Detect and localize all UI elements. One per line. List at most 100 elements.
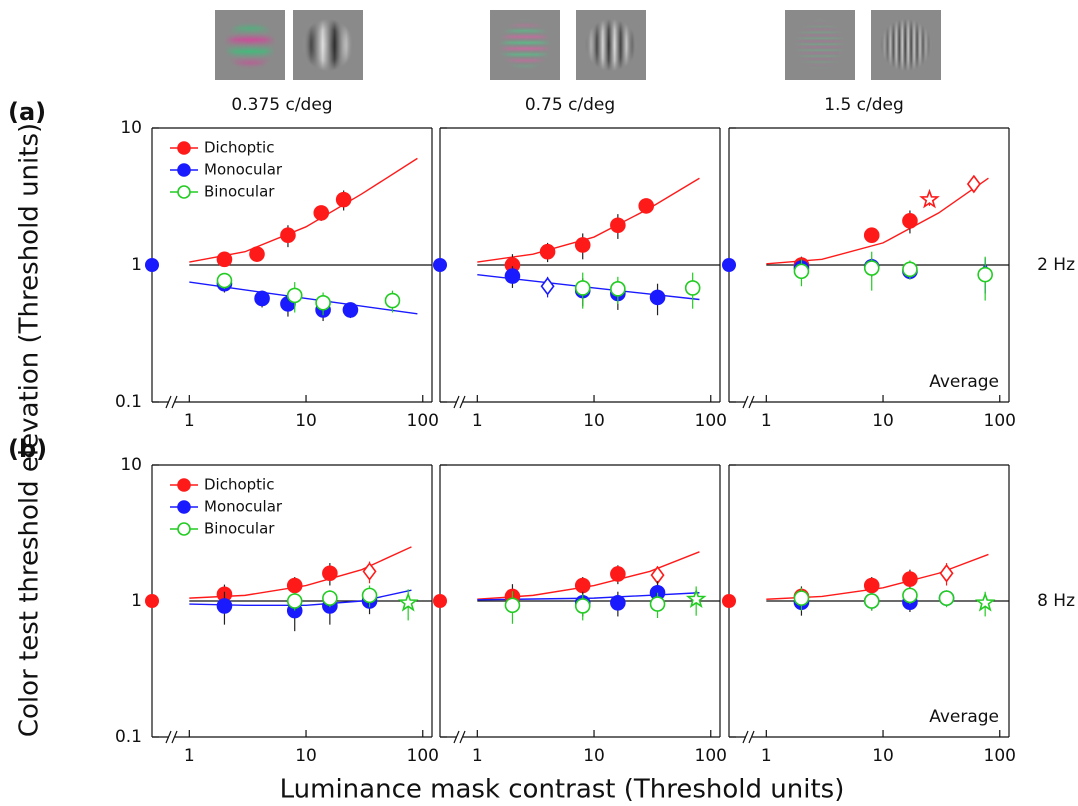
data-point bbox=[793, 590, 810, 606]
panel-note: Average bbox=[929, 372, 999, 392]
fit-curve bbox=[766, 177, 989, 265]
x-tick-label: 10 bbox=[295, 411, 317, 431]
data-point bbox=[938, 590, 955, 606]
data-point bbox=[902, 213, 918, 229]
data-point bbox=[649, 289, 666, 306]
data-point bbox=[793, 263, 810, 280]
baseline-point bbox=[433, 258, 447, 272]
data-point bbox=[540, 276, 555, 296]
data-point bbox=[638, 198, 655, 214]
data-point bbox=[610, 217, 626, 234]
x-tick-label: 10 bbox=[872, 411, 894, 431]
legend-label: Monocular bbox=[204, 161, 283, 179]
axis-break bbox=[748, 395, 755, 409]
baseline-point bbox=[145, 594, 159, 608]
data-point bbox=[504, 597, 521, 614]
legend-marker bbox=[177, 141, 191, 155]
axis-break bbox=[171, 730, 178, 744]
y-tick-label: 1 bbox=[131, 255, 142, 275]
y-tick-label: 1 bbox=[131, 591, 142, 611]
axis-break bbox=[459, 395, 466, 409]
data-point bbox=[863, 227, 880, 244]
legend-marker bbox=[177, 163, 191, 177]
x-tick-label: 10 bbox=[583, 746, 605, 766]
fit-curve bbox=[477, 177, 700, 263]
x-tick-label: 100 bbox=[695, 411, 727, 431]
legend-marker bbox=[177, 500, 191, 514]
data-point bbox=[649, 596, 666, 612]
data-point bbox=[539, 243, 556, 260]
legend-label: Monocular bbox=[204, 498, 283, 516]
x-tick-label: 1 bbox=[184, 411, 195, 431]
condition-label: 2 Hz bbox=[1037, 255, 1075, 275]
data-point bbox=[610, 281, 626, 297]
baseline-point bbox=[722, 258, 736, 272]
data-point bbox=[249, 246, 265, 262]
stimulus-images bbox=[215, 10, 941, 80]
panel-title: 0.75 c/deg bbox=[525, 95, 615, 115]
x-axis-label: Luminance mask contrast (Threshold units… bbox=[280, 775, 845, 805]
data-point bbox=[286, 577, 303, 594]
data-point bbox=[684, 280, 701, 296]
y-tick-label: 10 bbox=[120, 455, 142, 475]
x-tick-label: 100 bbox=[407, 411, 439, 431]
legend-label: Dichoptic bbox=[204, 476, 274, 494]
legend-label: Dichoptic bbox=[204, 139, 274, 157]
data-point bbox=[685, 588, 707, 608]
axis-break bbox=[742, 730, 749, 744]
data-point bbox=[216, 272, 233, 289]
baseline-point bbox=[433, 594, 447, 608]
data-point bbox=[216, 598, 233, 614]
x-tick-label: 1 bbox=[472, 411, 483, 431]
baseline-point bbox=[145, 258, 159, 272]
legend-marker bbox=[177, 478, 191, 492]
data-point bbox=[322, 565, 338, 582]
data-point bbox=[977, 266, 993, 283]
data-point bbox=[315, 294, 331, 311]
data-point bbox=[574, 577, 591, 594]
data-point bbox=[286, 287, 303, 304]
data-point bbox=[342, 302, 359, 318]
data-point bbox=[322, 590, 338, 606]
data-point bbox=[919, 188, 940, 209]
x-tick-label: 1 bbox=[761, 411, 772, 431]
axis-break bbox=[171, 395, 178, 409]
data-point bbox=[574, 598, 591, 614]
axis-break bbox=[165, 730, 172, 744]
y-tick-label: 0.1 bbox=[115, 392, 142, 412]
x-tick-label: 100 bbox=[984, 746, 1016, 766]
data-point bbox=[574, 280, 591, 296]
data-point bbox=[966, 174, 981, 194]
y-axis-label: Color test threshold elevation (Threshol… bbox=[15, 123, 45, 737]
x-tick-label: 1 bbox=[761, 746, 772, 766]
panel-title: 0.375 c/deg bbox=[231, 95, 332, 115]
data-point bbox=[863, 260, 880, 276]
axis-break bbox=[459, 730, 466, 744]
axis-break bbox=[165, 395, 172, 409]
data-point bbox=[610, 566, 626, 582]
data-point bbox=[902, 571, 918, 587]
data-point bbox=[397, 591, 419, 612]
panel-note: Average bbox=[929, 707, 999, 727]
x-tick-label: 10 bbox=[295, 746, 317, 766]
data-point bbox=[902, 587, 918, 604]
x-tick-label: 10 bbox=[583, 411, 605, 431]
axis-break bbox=[453, 730, 460, 744]
data-point bbox=[610, 594, 626, 611]
data-point bbox=[362, 562, 377, 581]
data-point bbox=[216, 251, 233, 268]
y-tick-label: 10 bbox=[120, 118, 142, 138]
data-point bbox=[902, 261, 918, 278]
data-point bbox=[974, 591, 996, 612]
legend-label: Binocular bbox=[204, 520, 275, 538]
axis-break bbox=[748, 730, 755, 744]
data-point bbox=[863, 593, 880, 609]
data-point bbox=[335, 191, 352, 208]
data-point bbox=[280, 227, 296, 244]
x-tick-label: 1 bbox=[472, 746, 483, 766]
legend-label: Binocular bbox=[204, 183, 275, 201]
condition-label: 8 Hz bbox=[1037, 591, 1075, 611]
x-tick-label: 100 bbox=[695, 746, 727, 766]
data-point bbox=[384, 292, 401, 309]
